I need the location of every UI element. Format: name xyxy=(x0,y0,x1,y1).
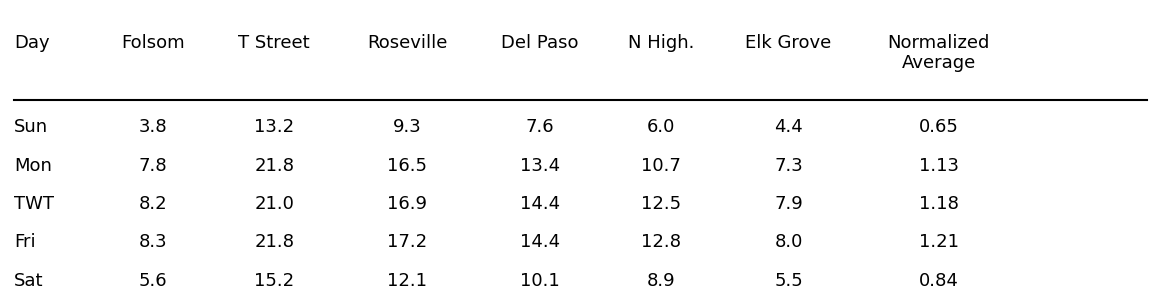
Text: Day: Day xyxy=(14,33,50,52)
Text: TWT: TWT xyxy=(14,195,55,213)
Text: 8.3: 8.3 xyxy=(138,233,167,251)
Text: 1.21: 1.21 xyxy=(918,233,959,251)
Text: 5.6: 5.6 xyxy=(138,272,167,290)
Text: 10.1: 10.1 xyxy=(520,272,560,290)
Text: 13.2: 13.2 xyxy=(254,118,295,136)
Text: 14.4: 14.4 xyxy=(520,233,560,251)
Text: 8.2: 8.2 xyxy=(138,195,167,213)
Text: 12.1: 12.1 xyxy=(387,272,427,290)
Text: Mon: Mon xyxy=(14,157,52,175)
Text: Elk Grove: Elk Grove xyxy=(745,33,831,52)
Text: Folsom: Folsom xyxy=(121,33,185,52)
Text: 12.5: 12.5 xyxy=(641,195,682,213)
Text: T Street: T Street xyxy=(238,33,310,52)
Text: 21.8: 21.8 xyxy=(254,157,294,175)
Text: 7.3: 7.3 xyxy=(774,157,803,175)
Text: 10.7: 10.7 xyxy=(641,157,682,175)
Text: 8.9: 8.9 xyxy=(647,272,676,290)
Text: Normalized
Average: Normalized Average xyxy=(887,33,990,72)
Text: 7.8: 7.8 xyxy=(138,157,167,175)
Text: Roseville: Roseville xyxy=(367,33,447,52)
Text: 8.0: 8.0 xyxy=(774,233,802,251)
Text: 7.9: 7.9 xyxy=(774,195,803,213)
Text: 0.84: 0.84 xyxy=(918,272,959,290)
Text: N High.: N High. xyxy=(628,33,694,52)
Text: 4.4: 4.4 xyxy=(774,118,803,136)
Text: 3.8: 3.8 xyxy=(138,118,167,136)
Text: Sun: Sun xyxy=(14,118,49,136)
Text: 7.6: 7.6 xyxy=(526,118,554,136)
Text: Del Paso: Del Paso xyxy=(502,33,579,52)
Text: 0.65: 0.65 xyxy=(918,118,959,136)
Text: 14.4: 14.4 xyxy=(520,195,560,213)
Text: 16.9: 16.9 xyxy=(387,195,427,213)
Text: 16.5: 16.5 xyxy=(387,157,427,175)
Text: 1.18: 1.18 xyxy=(918,195,959,213)
Text: 9.3: 9.3 xyxy=(392,118,421,136)
Text: 21.8: 21.8 xyxy=(254,233,294,251)
Text: 15.2: 15.2 xyxy=(254,272,295,290)
Text: Sat: Sat xyxy=(14,272,44,290)
Text: Fri: Fri xyxy=(14,233,36,251)
Text: 21.0: 21.0 xyxy=(254,195,294,213)
Text: 13.4: 13.4 xyxy=(520,157,560,175)
Text: 12.8: 12.8 xyxy=(641,233,682,251)
Text: 17.2: 17.2 xyxy=(387,233,427,251)
Text: 6.0: 6.0 xyxy=(647,118,676,136)
Text: 1.13: 1.13 xyxy=(918,157,959,175)
Text: 5.5: 5.5 xyxy=(774,272,803,290)
